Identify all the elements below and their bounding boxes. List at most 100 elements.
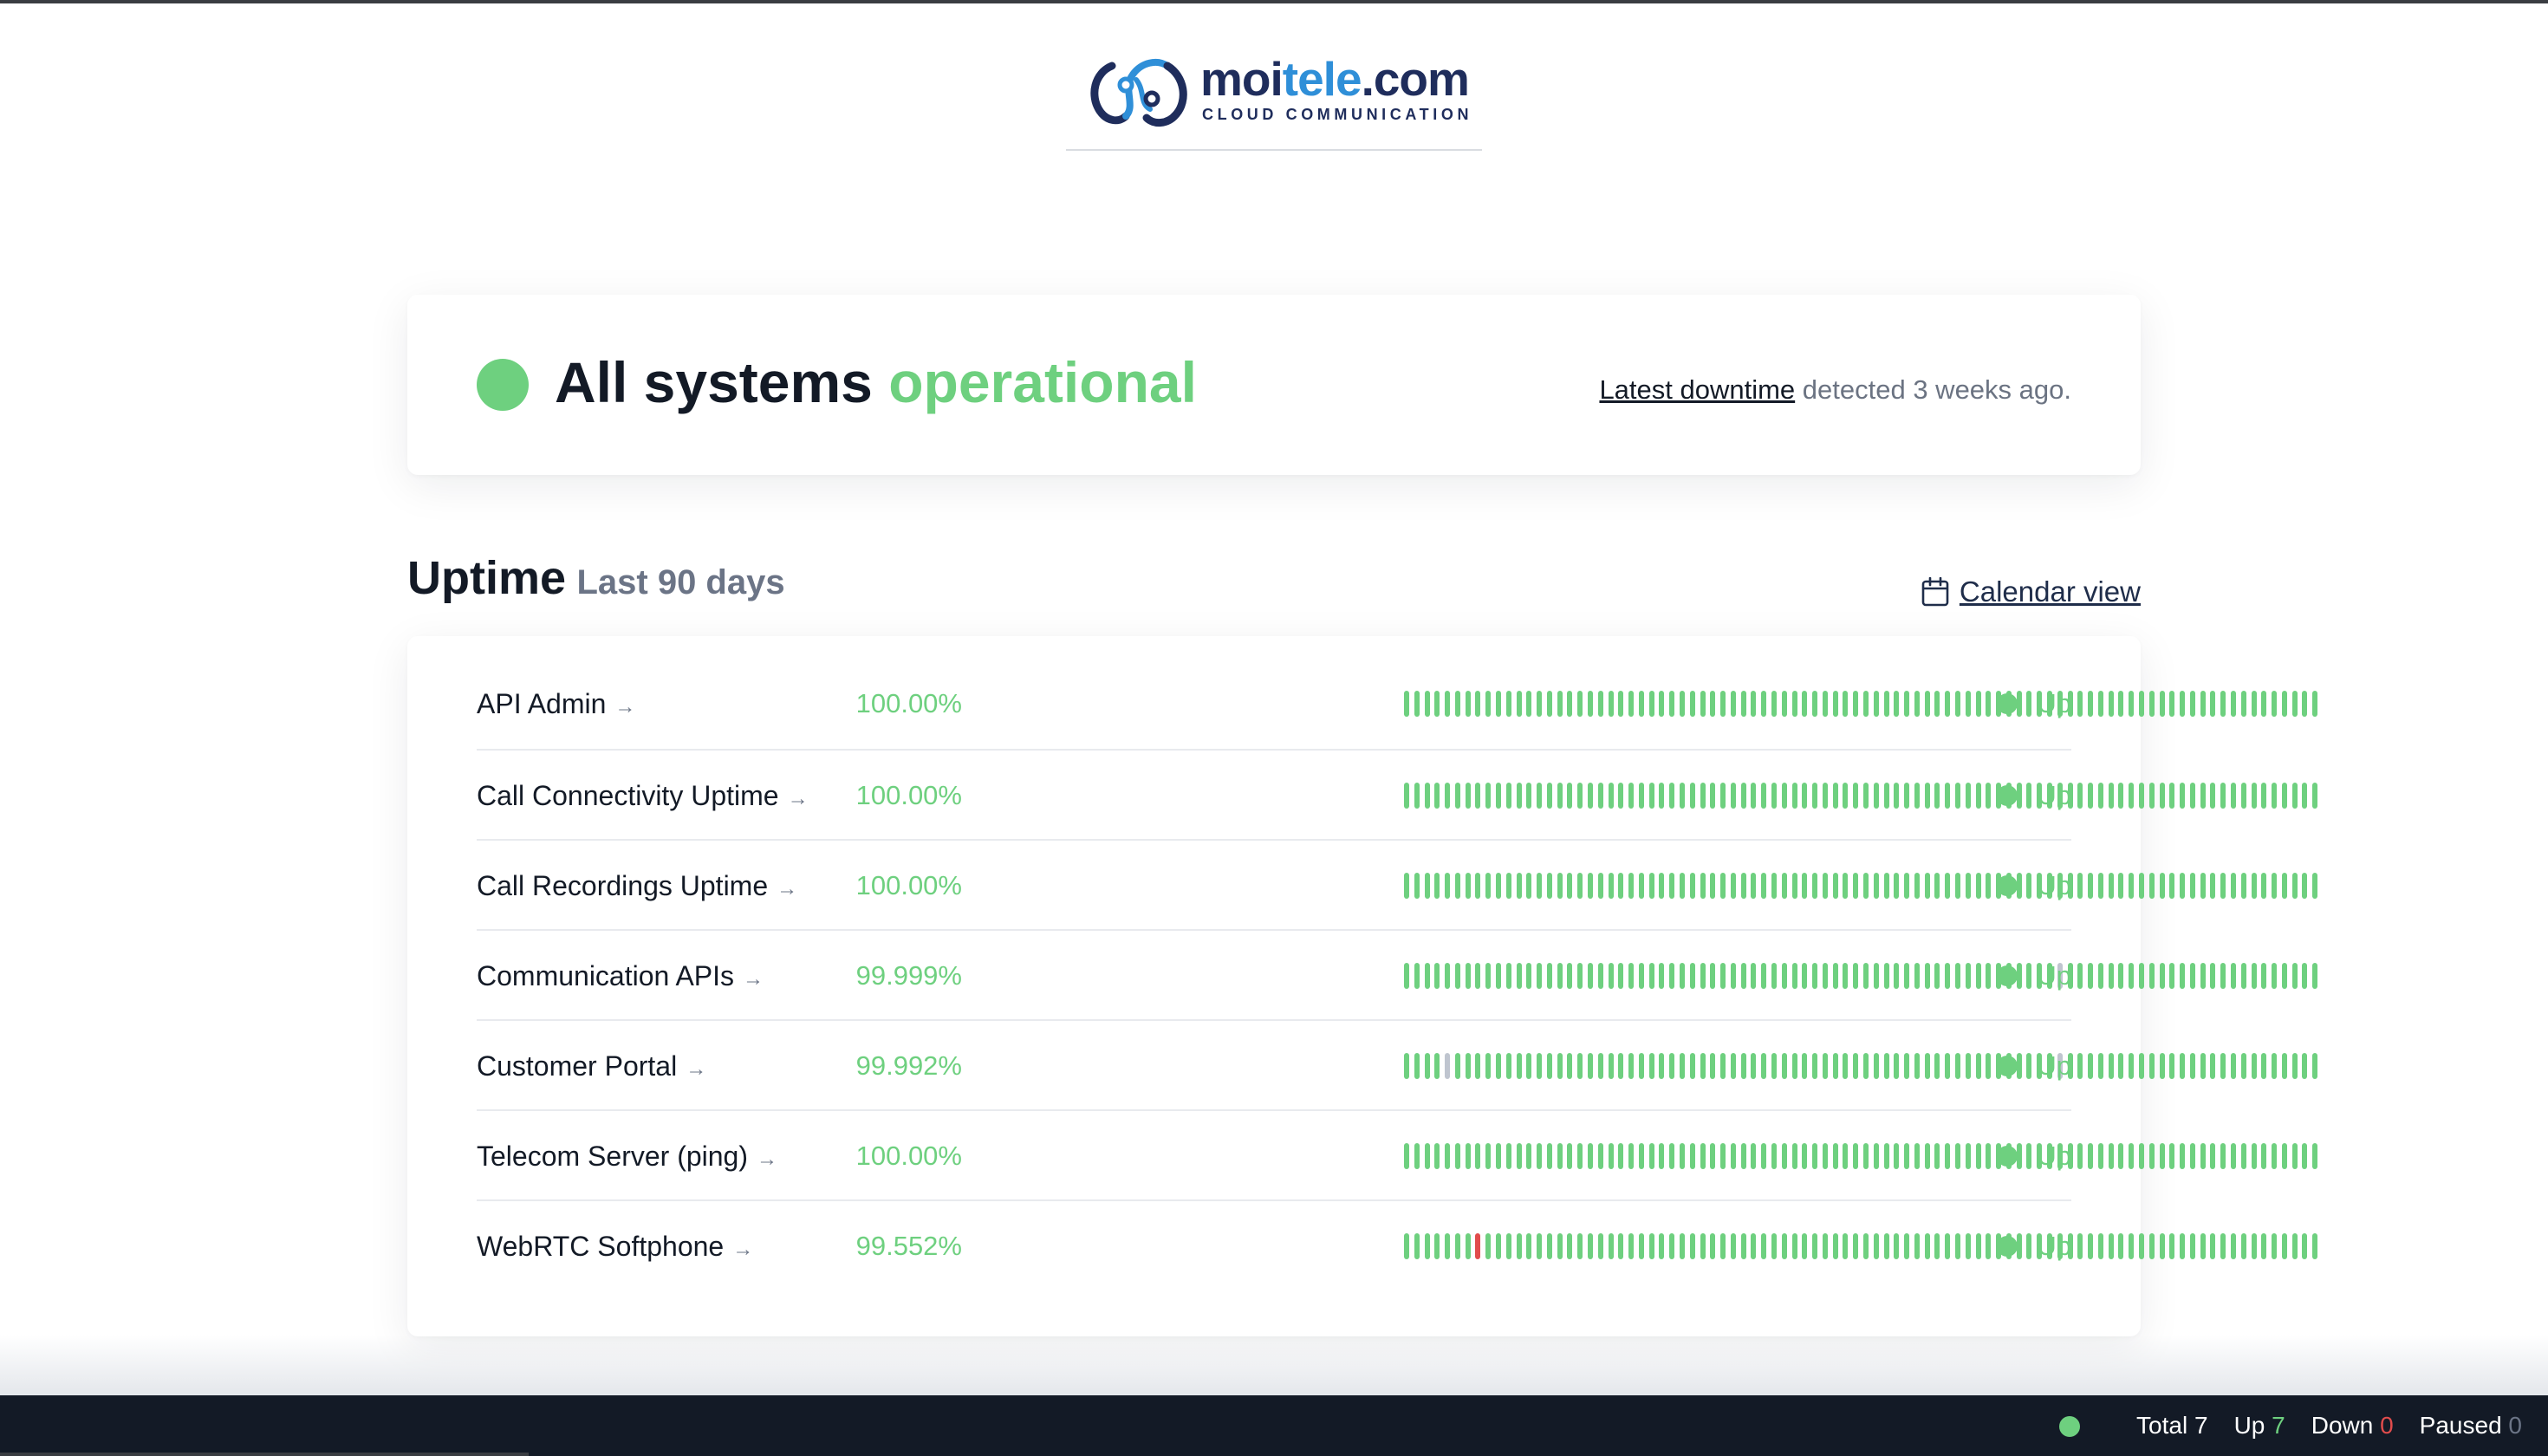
- uptime-day-bar[interactable]: [1505, 1143, 1511, 1169]
- uptime-day-bar[interactable]: [2118, 963, 2124, 989]
- uptime-day-bar[interactable]: [1710, 963, 1716, 989]
- uptime-day-bar[interactable]: [2026, 1143, 2032, 1169]
- uptime-day-bar[interactable]: [2240, 963, 2246, 989]
- uptime-day-bar[interactable]: [2026, 691, 2032, 717]
- uptime-day-bar[interactable]: [1975, 1143, 1981, 1169]
- uptime-day-bar[interactable]: [1853, 1053, 1859, 1079]
- uptime-day-bar[interactable]: [1924, 691, 1930, 717]
- uptime-day-bar[interactable]: [2118, 1053, 2124, 1079]
- uptime-day-bar[interactable]: [1689, 691, 1695, 717]
- uptime-day-bar[interactable]: [2097, 783, 2103, 809]
- uptime-day-bar[interactable]: [2057, 1053, 2063, 1079]
- uptime-day-bar[interactable]: [1822, 691, 1828, 717]
- uptime-day-bar[interactable]: [1424, 1233, 1430, 1259]
- uptime-day-bar[interactable]: [1618, 963, 1624, 989]
- uptime-day-bar[interactable]: [1516, 1053, 1522, 1079]
- uptime-day-bar[interactable]: [1638, 691, 1644, 717]
- uptime-day-bar[interactable]: [2026, 783, 2032, 809]
- uptime-day-bar[interactable]: [2261, 1233, 2267, 1259]
- uptime-day-bar[interactable]: [1404, 691, 1409, 717]
- uptime-day-bar[interactable]: [1965, 1233, 1971, 1259]
- uptime-day-bar[interactable]: [1434, 1233, 1440, 1259]
- uptime-day-bar[interactable]: [1689, 1143, 1695, 1169]
- uptime-day-bar[interactable]: [2108, 963, 2114, 989]
- uptime-day-bar[interactable]: [1648, 1233, 1654, 1259]
- uptime-day-bar[interactable]: [1791, 1233, 1797, 1259]
- uptime-day-bar[interactable]: [1863, 1233, 1869, 1259]
- uptime-day-bar[interactable]: [1454, 1233, 1460, 1259]
- uptime-day-bar[interactable]: [1669, 963, 1675, 989]
- uptime-day-bar[interactable]: [1740, 1233, 1746, 1259]
- uptime-day-bar[interactable]: [2077, 783, 2083, 809]
- uptime-day-bar[interactable]: [1955, 783, 1960, 809]
- uptime-day-bar[interactable]: [1975, 1233, 1981, 1259]
- uptime-day-bar[interactable]: [1730, 783, 1736, 809]
- uptime-day-bar[interactable]: [1588, 783, 1593, 809]
- uptime-day-bar[interactable]: [1853, 783, 1859, 809]
- uptime-day-bar[interactable]: [2200, 1053, 2206, 1079]
- uptime-day-bar[interactable]: [1445, 783, 1451, 809]
- uptime-day-bar[interactable]: [2261, 873, 2267, 899]
- uptime-day-bar[interactable]: [2291, 1143, 2298, 1169]
- uptime-day-bar[interactable]: [1904, 691, 1910, 717]
- uptime-day-bar[interactable]: [2302, 691, 2308, 717]
- uptime-day-bar[interactable]: [1853, 1233, 1859, 1259]
- uptime-day-bar[interactable]: [1414, 1053, 1420, 1079]
- uptime-day-bar[interactable]: [1894, 691, 1900, 717]
- uptime-day-bar[interactable]: [2026, 963, 2032, 989]
- uptime-day-bar[interactable]: [2118, 1143, 2124, 1169]
- uptime-day-bar[interactable]: [1975, 691, 1981, 717]
- uptime-day-bar[interactable]: [1608, 783, 1614, 809]
- uptime-day-bar[interactable]: [1669, 1233, 1675, 1259]
- uptime-day-bar[interactable]: [2210, 873, 2216, 899]
- uptime-day-bar[interactable]: [2272, 1233, 2278, 1259]
- uptime-day-bar[interactable]: [1934, 1143, 1940, 1169]
- uptime-day-bar[interactable]: [1516, 1233, 1522, 1259]
- uptime-day-bar[interactable]: [1608, 873, 1614, 899]
- uptime-day-bar[interactable]: [1680, 691, 1685, 717]
- uptime-day-bar[interactable]: [2067, 873, 2073, 899]
- uptime-day-bar[interactable]: [1424, 963, 1430, 989]
- uptime-day-bar[interactable]: [1832, 873, 1838, 899]
- uptime-day-bar[interactable]: [2220, 1143, 2226, 1169]
- uptime-day-bar[interactable]: [2251, 873, 2257, 899]
- uptime-day-bar[interactable]: [1680, 963, 1685, 989]
- uptime-day-bar[interactable]: [1680, 1233, 1685, 1259]
- uptime-day-bar[interactable]: [1904, 1053, 1910, 1079]
- uptime-day-bar[interactable]: [2139, 1053, 2144, 1079]
- uptime-day-bar[interactable]: [1608, 691, 1614, 717]
- uptime-day-bar[interactable]: [1618, 1143, 1624, 1169]
- uptime-day-bar[interactable]: [1546, 783, 1552, 809]
- uptime-day-bar[interactable]: [1648, 963, 1654, 989]
- uptime-day-bar[interactable]: [1516, 963, 1522, 989]
- uptime-day-bar[interactable]: [1945, 1143, 1951, 1169]
- uptime-day-bar[interactable]: [1454, 783, 1460, 809]
- uptime-day-bar[interactable]: [1955, 1053, 1960, 1079]
- uptime-day-bar[interactable]: [1843, 873, 1849, 899]
- uptime-day-bar[interactable]: [1781, 963, 1787, 989]
- uptime-day-bar[interactable]: [2291, 873, 2298, 899]
- uptime-day-bar[interactable]: [2240, 1143, 2246, 1169]
- uptime-day-bar[interactable]: [1730, 1143, 1736, 1169]
- uptime-day-bar[interactable]: [1557, 873, 1563, 899]
- uptime-day-bar[interactable]: [1516, 783, 1522, 809]
- uptime-day-bar[interactable]: [1934, 783, 1940, 809]
- uptime-day-bar[interactable]: [2231, 1233, 2236, 1259]
- uptime-day-bar[interactable]: [1904, 963, 1910, 989]
- uptime-day-bar[interactable]: [1516, 873, 1522, 899]
- uptime-day-bar[interactable]: [1557, 1143, 1563, 1169]
- uptime-day-bar[interactable]: [1781, 1143, 1787, 1169]
- uptime-day-bar[interactable]: [1822, 963, 1828, 989]
- uptime-day-bar[interactable]: [1454, 1143, 1460, 1169]
- uptime-day-bar[interactable]: [2302, 1053, 2308, 1079]
- uptime-day-bar[interactable]: [1669, 1143, 1675, 1169]
- uptime-day-bar[interactable]: [1914, 783, 1920, 809]
- uptime-day-bar[interactable]: [2108, 1233, 2114, 1259]
- uptime-day-bar[interactable]: [1924, 783, 1930, 809]
- uptime-day-bar[interactable]: [1465, 1233, 1471, 1259]
- uptime-day-bar[interactable]: [2088, 783, 2094, 809]
- uptime-day-bar[interactable]: [1588, 873, 1593, 899]
- uptime-day-bar[interactable]: [1740, 1143, 1746, 1169]
- monitor-link[interactable]: API Admin →: [477, 688, 636, 719]
- uptime-day-bar[interactable]: [1485, 1233, 1492, 1259]
